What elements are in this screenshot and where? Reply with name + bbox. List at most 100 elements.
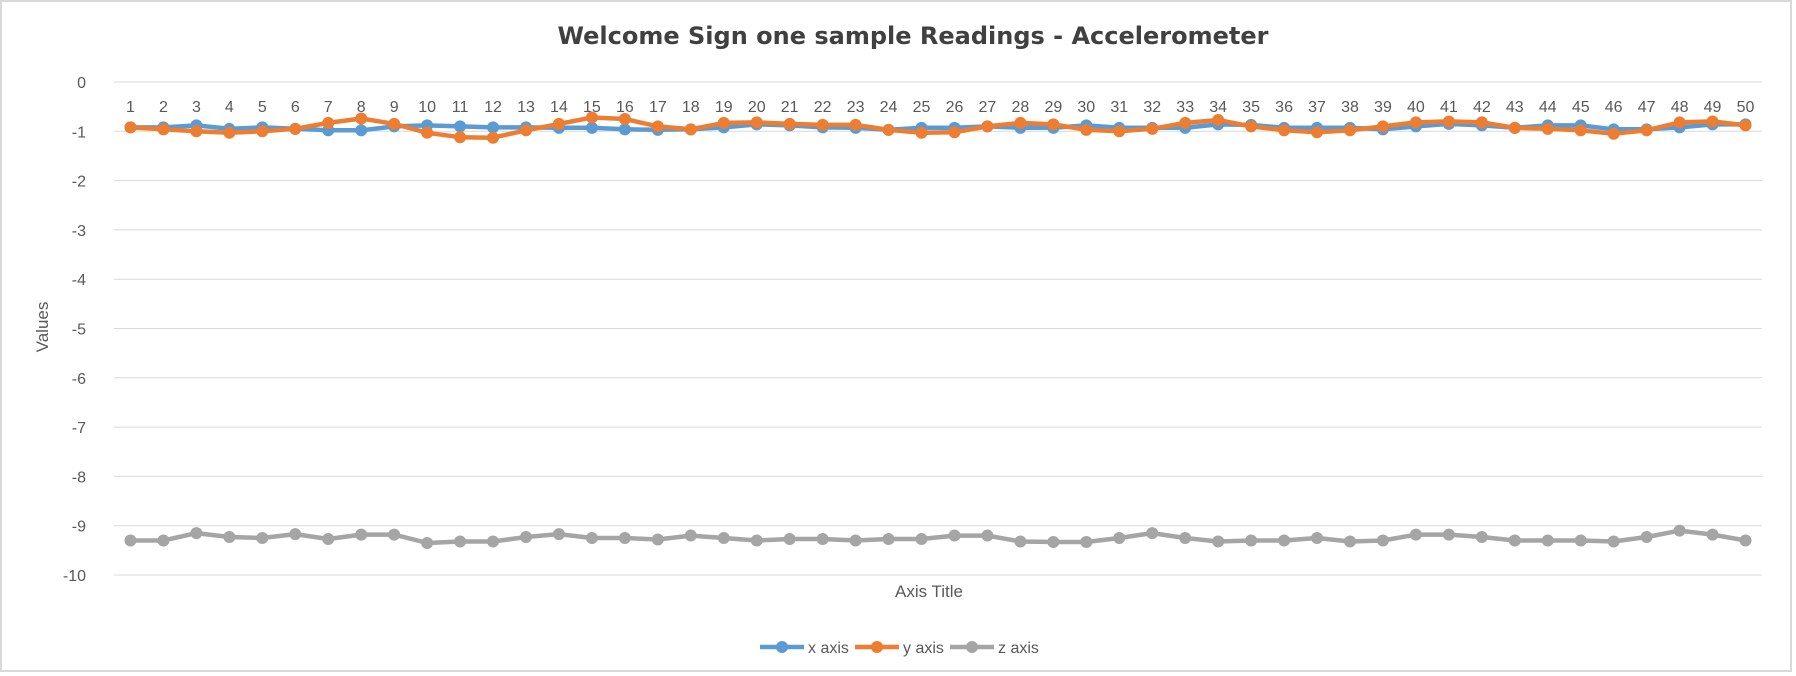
y-tick-label: -6	[72, 371, 86, 388]
x-axis-ticks: 1 2 3 4 5 6 7 8 9 10 11 12 13 14 15 16 17 18 19 20 21 22 23 24 2…	[126, 99, 1754, 116]
data-point	[750, 534, 763, 547]
x-tick-label: 38	[1341, 99, 1359, 116]
data-point	[882, 123, 895, 136]
y-tick-label: 0	[77, 75, 86, 92]
x-tick-label: 40	[1407, 99, 1425, 116]
x-tick-label: 47	[1638, 99, 1656, 116]
y-tick-label: -2	[72, 174, 86, 191]
data-point	[1640, 531, 1653, 544]
x-tick-label: 17	[649, 99, 667, 116]
data-point	[355, 528, 368, 541]
legend-marker	[966, 641, 978, 653]
data-point	[717, 532, 730, 545]
data-point	[948, 126, 961, 139]
data-point	[1311, 126, 1324, 139]
data-point	[1113, 532, 1126, 545]
data-point	[618, 123, 631, 136]
data-point	[1541, 534, 1554, 547]
data-point	[585, 532, 598, 545]
data-point	[355, 124, 368, 137]
data-point	[1245, 120, 1258, 133]
gridlines	[114, 81, 1762, 576]
data-point	[552, 117, 565, 130]
chart-title: Welcome Sign one sample Readings - Accel…	[558, 22, 1269, 50]
data-point	[981, 120, 994, 133]
data-point	[1245, 534, 1258, 547]
data-point	[1508, 121, 1521, 134]
legend-label: z axis	[998, 640, 1039, 657]
data-point	[585, 121, 598, 134]
legend-marker	[871, 641, 883, 653]
y-tick-label: -10	[63, 568, 86, 585]
x-tick-label: 46	[1605, 99, 1623, 116]
x-tick-label: 48	[1671, 99, 1689, 116]
data-point	[421, 536, 434, 549]
data-point	[355, 112, 368, 125]
data-point	[124, 534, 137, 547]
x-tick-label: 15	[583, 99, 601, 116]
x-tick-label: 23	[847, 99, 865, 116]
data-point	[1607, 127, 1620, 140]
x-tick-label: 25	[913, 99, 931, 116]
data-point	[651, 120, 664, 133]
x-tick-label: 1	[126, 99, 135, 116]
y-tick-label: -7	[72, 420, 86, 437]
x-tick-label: 21	[781, 99, 799, 116]
x-tick-label: 2	[159, 99, 168, 116]
data-point	[487, 121, 500, 134]
data-point	[1146, 527, 1159, 540]
data-point	[1047, 535, 1060, 548]
x-axis-title: Axis Title	[895, 582, 963, 601]
x-tick-label: 49	[1704, 99, 1722, 116]
data-point	[1080, 123, 1093, 136]
data-point	[1179, 532, 1192, 545]
x-tick-label: 29	[1044, 99, 1062, 116]
data-point	[618, 532, 631, 545]
x-tick-label: 14	[550, 99, 568, 116]
data-point	[322, 116, 335, 129]
data-point	[388, 528, 401, 541]
data-point	[1146, 122, 1159, 135]
data-point	[157, 123, 170, 136]
data-point	[1344, 124, 1356, 137]
data-point	[1179, 116, 1192, 129]
y-tick-label: -4	[72, 272, 86, 289]
data-point	[651, 533, 664, 546]
x-tick-label: 3	[192, 99, 201, 116]
x-tick-label: 27	[979, 99, 997, 116]
data-point	[618, 112, 631, 125]
series-layer	[124, 111, 1752, 549]
data-point	[1014, 535, 1027, 548]
data-point	[124, 121, 137, 134]
y-axis-title: Values	[33, 302, 52, 353]
data-point	[1442, 528, 1455, 541]
x-tick-label: 33	[1176, 99, 1194, 116]
x-tick-label: 42	[1473, 99, 1491, 116]
x-tick-label: 16	[616, 99, 634, 116]
x-tick-label: 43	[1506, 99, 1524, 116]
data-point	[1047, 118, 1060, 131]
x-tick-label: 12	[484, 99, 502, 116]
data-point	[816, 118, 829, 131]
y-tick-label: -1	[72, 124, 86, 141]
data-point	[1278, 534, 1291, 547]
data-point	[1541, 122, 1554, 135]
x-tick-label: 6	[291, 99, 300, 116]
data-point	[717, 116, 730, 129]
x-tick-label: 26	[946, 99, 964, 116]
x-tick-label: 30	[1077, 99, 1095, 116]
y-axis-ticks: 0 -1 -2 -3 -4 -5 -6 -7 -8 -9 -10	[63, 75, 86, 585]
y-tick-label: -9	[72, 519, 86, 536]
legend-label: x axis	[808, 640, 849, 657]
legend-marker	[776, 641, 788, 653]
data-point	[981, 529, 994, 542]
data-point	[190, 527, 203, 540]
data-point	[322, 533, 335, 546]
data-point	[487, 131, 500, 144]
data-point	[915, 533, 928, 546]
data-point	[1212, 113, 1225, 126]
data-point	[1574, 534, 1587, 547]
data-point	[1409, 528, 1422, 541]
data-point	[1080, 535, 1093, 548]
data-point	[1311, 532, 1324, 545]
